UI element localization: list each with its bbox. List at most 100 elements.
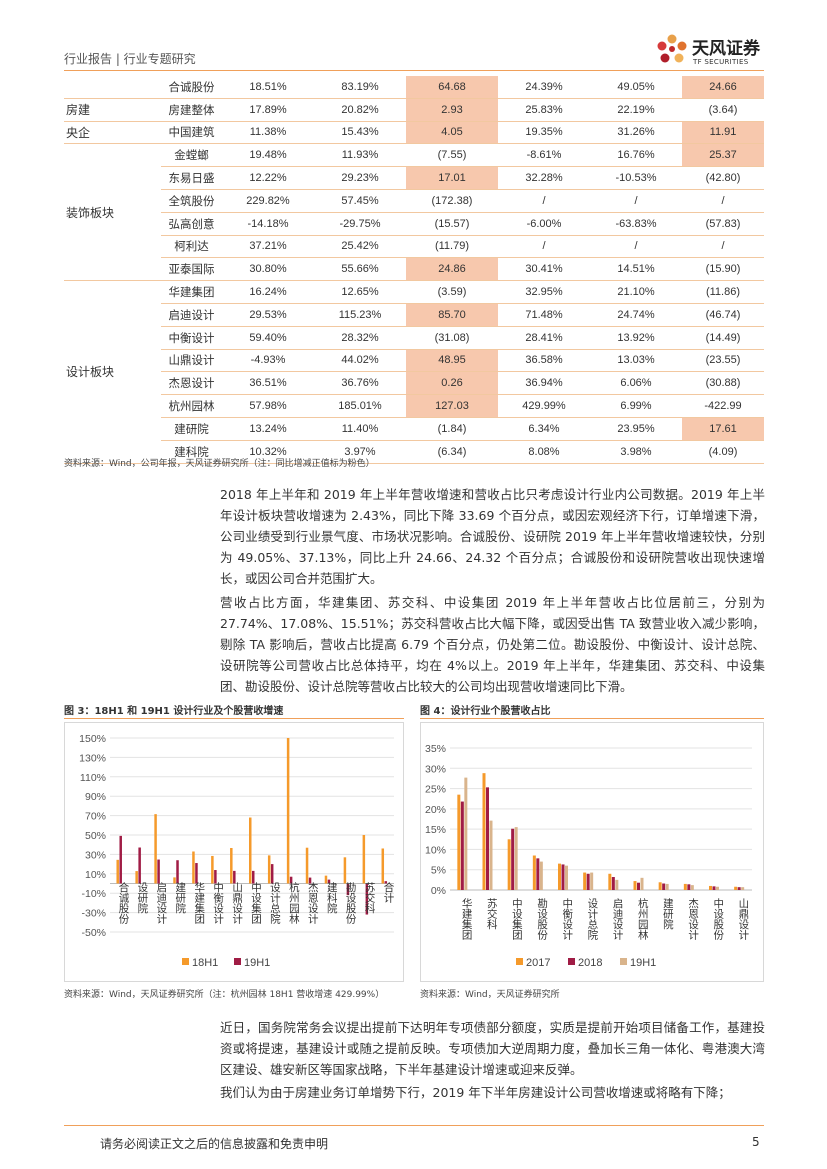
chart-frame <box>420 722 764 982</box>
bar-2018-中设集团 <box>511 828 515 890</box>
bar-19H1-杰恩设计 <box>690 885 694 890</box>
category-label: 建研院 <box>174 881 186 914</box>
table-company-name: 全筑股份 <box>161 189 222 213</box>
header-divider <box>64 70 764 71</box>
bar-19H1-建科院 <box>327 879 331 884</box>
category-label: 杭州园林 <box>637 897 649 941</box>
paragraph-special-bonds: 近日，国务院常务会议提出提前下达明年专项债部分额度，实质是提前开始项目储备工作，… <box>220 1020 765 1077</box>
y-tick-label: 70% <box>85 811 106 823</box>
paragraph-design-growth: 2018 年上半年和 2019 年上半年营收增速和营收占比只考虑设计行业内公司数… <box>220 487 765 586</box>
table-cell: 23.95% <box>590 417 682 441</box>
table-cell: -63.83% <box>590 212 682 236</box>
y-tick-label: -10% <box>81 888 106 900</box>
table-row: 东易日盛 12.22% 29.23% 17.01 32.28% -10.53% (42.80… <box>64 166 764 190</box>
category-label: 苏交科 <box>364 881 376 914</box>
table-cell: 29.53% <box>222 303 314 327</box>
table-company-name: 杭州园林 <box>161 394 222 418</box>
table-company-name: 弘高创意 <box>161 212 222 236</box>
table-cell: (15.57) <box>406 212 498 236</box>
category-label: 合诚股份 <box>117 881 129 925</box>
table-cell: 44.02% <box>314 349 406 373</box>
category-label: 设计总院 <box>586 898 598 941</box>
table-row: 弘高创意 -14.18% -29.75% (15.57) -6.00% -63.83% (5… <box>64 212 764 236</box>
bar-19H1-中设股份 <box>716 886 719 890</box>
bar-19H1-中衡设计 <box>565 865 568 890</box>
table-cell: -10.53% <box>590 166 682 190</box>
table-cell: 8.08% <box>498 440 590 464</box>
bar-19H1-设计总院 <box>270 864 274 884</box>
table-cell: (15.90) <box>682 257 764 282</box>
y-tick-label: 50% <box>85 830 106 842</box>
table-cell: 0.26 <box>406 371 498 396</box>
company-logo: 天风证券 TF SECURITIES <box>652 30 772 70</box>
bar-18H1-设研院 <box>135 871 138 884</box>
table-cell: 36.94% <box>498 371 590 396</box>
table-company-name: 建科院 <box>161 440 222 464</box>
bar-2017-勘设股份 <box>532 855 536 890</box>
bar-19H1-杭州园林 <box>289 876 293 884</box>
table-row: 建研院 13.24% 11.40% (1.84) 6.34% 23.95% 17.61 <box>64 417 764 441</box>
table-cell: -422.99 <box>682 394 764 418</box>
bar-19H1-勘设股份 <box>539 861 543 890</box>
bar-2017-山鼎设计 <box>734 886 738 890</box>
bar-2018-建研院 <box>662 883 666 890</box>
table-group-label <box>64 76 161 99</box>
report-header-title: 行业报告 | 行业专题研究 <box>64 52 196 66</box>
footer-divider <box>64 1125 764 1126</box>
category-label: 中设股份 <box>712 897 724 941</box>
bar-19H1-中衡设计 <box>214 870 217 884</box>
table-cell: 3.98% <box>590 440 682 464</box>
table-cell: 16.24% <box>222 280 314 304</box>
bar-18H1-合计 <box>381 848 385 884</box>
y-tick-label: 5% <box>431 865 446 877</box>
category-label: 华建集团 <box>193 881 205 925</box>
table-cell: 13.24% <box>222 417 314 441</box>
table-cell: 15.43% <box>314 121 406 145</box>
table-cell: 20.82% <box>314 98 406 122</box>
table-cell: 32.95% <box>498 280 590 304</box>
bar-19H1-合计 <box>384 881 388 884</box>
bar-2017-苏交科 <box>482 773 486 890</box>
table-company-name: 杰恩设计 <box>161 371 222 396</box>
bar-19H1-中设集团 <box>514 827 518 890</box>
bar-2017-建研院 <box>658 882 662 890</box>
table-cell: 25.37 <box>682 143 764 168</box>
table-cell: / <box>682 235 764 259</box>
table-cell: (30.88) <box>682 371 764 396</box>
table-cell: 24.66 <box>682 76 764 99</box>
category-label: 华建集团 <box>461 897 473 941</box>
table-cell: 36.51% <box>222 371 314 396</box>
legend-swatch <box>516 958 523 965</box>
table-cell: 32.28% <box>498 166 590 190</box>
table-cell: -14.18% <box>222 212 314 236</box>
table-cell: 185.01% <box>314 394 406 418</box>
paragraph-housing-outlook: 我们认为由于房建业务订单增势下行，2019 年下半年房建设计公司营收增速或将略有… <box>220 1085 731 1100</box>
table-cell: 19.48% <box>222 143 314 168</box>
figure3-divider <box>64 718 404 719</box>
y-tick-label: 35% <box>425 743 446 755</box>
bar-19H1-合诚股份 <box>119 835 122 884</box>
table-cell: 49.05% <box>590 76 682 99</box>
table-cell: (14.49) <box>682 326 764 350</box>
bar-18H1-设计总院 <box>267 855 271 884</box>
bar-2017-中衡设计 <box>558 863 561 890</box>
table-cell: -29.75% <box>314 212 406 236</box>
category-label: 启迪设计 <box>612 897 624 941</box>
table-cell: (172.38) <box>406 189 498 213</box>
figure4-source: 资料来源：Wind，天风证券研究所 <box>420 990 560 1000</box>
bar-19H1-启迪设计 <box>615 879 619 890</box>
bar-2018-中设股份 <box>712 886 716 890</box>
table-row: 全筑股份 229.82% 57.45% (172.38) / / / <box>64 189 764 213</box>
table-cell: 25.42% <box>314 235 406 259</box>
table-cell: 57.98% <box>222 394 314 418</box>
legend-label: 2018 <box>578 957 602 969</box>
bar-19H1-华建集团 <box>464 777 468 890</box>
table-cell: (57.83) <box>682 212 764 236</box>
bar-19H1-建研院 <box>665 883 669 890</box>
table-cell: (4.09) <box>682 440 764 464</box>
table-company-name: 东易日盛 <box>161 166 222 190</box>
bar-2017-杭州园林 <box>633 881 637 890</box>
bar-2018-设计总院 <box>586 873 590 890</box>
bar-2018-中衡设计 <box>561 864 565 890</box>
table-cell: 36.58% <box>498 349 590 373</box>
